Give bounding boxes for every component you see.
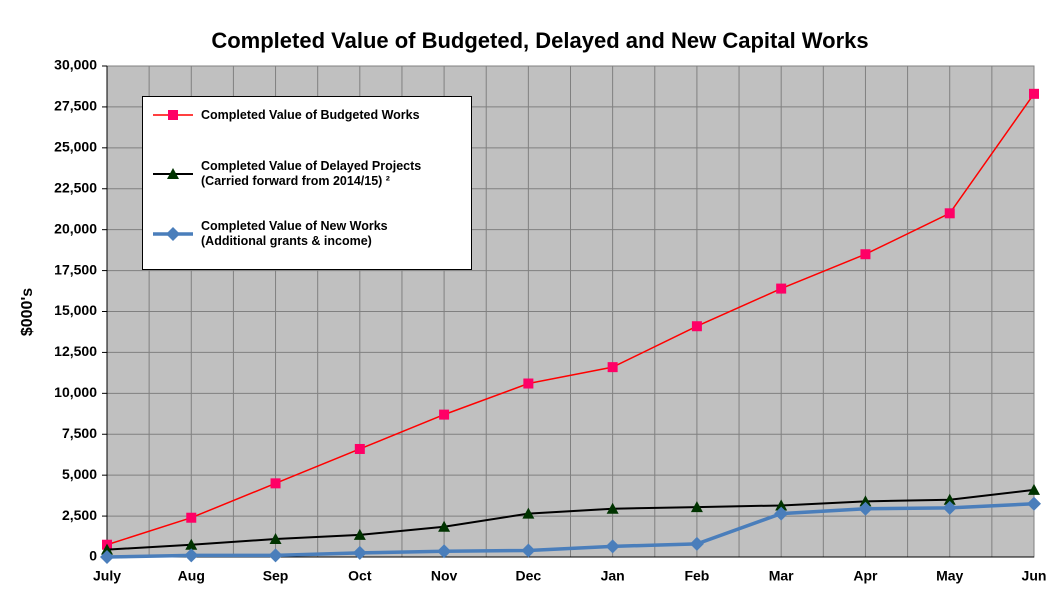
marker: [354, 443, 365, 454]
marker: [270, 478, 281, 489]
marker: [943, 493, 956, 505]
y-tick-label: 25,000: [54, 139, 97, 155]
marker: [101, 543, 113, 555]
y-tick-label: 17,500: [54, 261, 97, 277]
legend-label: Completed Value of Delayed Projects (Car…: [201, 159, 422, 188]
marker: [1027, 496, 1041, 511]
x-tick-label: Aug: [178, 568, 205, 584]
y-tick-label: 22,500: [54, 179, 97, 195]
legend-item: Completed Value of Delayed Projects (Car…: [151, 159, 421, 189]
marker: [1028, 483, 1040, 495]
series-line: [106, 488, 1035, 551]
marker: [944, 208, 955, 219]
marker: [167, 168, 179, 179]
marker: [184, 548, 199, 563]
legend-item: Completed Value of New Works (Additional…: [151, 219, 388, 249]
marker: [690, 501, 703, 513]
y-tick-label: 15,000: [54, 302, 97, 318]
marker: [689, 536, 704, 551]
marker: [352, 545, 367, 560]
legend-label: Completed Value of New Works (Additional…: [201, 219, 388, 248]
marker: [776, 283, 787, 294]
marker: [437, 544, 452, 559]
y-tick-label: 0: [89, 548, 97, 564]
marker: [942, 500, 957, 515]
x-tick-label: Dec: [516, 568, 542, 584]
x-tick-label: May: [936, 568, 963, 584]
y-tick-label: 2,500: [62, 507, 97, 523]
x-tick-label: Jun: [1022, 568, 1047, 584]
legend-swatch: [153, 168, 193, 179]
series-line: [106, 502, 1035, 559]
marker: [607, 362, 618, 373]
x-tick-label: Oct: [348, 568, 372, 584]
marker: [353, 528, 366, 540]
marker: [185, 538, 198, 550]
marker: [1029, 88, 1039, 99]
y-tick-label: 27,500: [54, 98, 97, 114]
legend: Completed Value of Budgeted Works Complet…: [142, 96, 472, 270]
marker: [775, 499, 788, 511]
y-tick-label: 12,500: [54, 343, 97, 359]
x-tick-label: Sep: [263, 568, 289, 584]
y-tick-label: 20,000: [54, 220, 97, 236]
marker: [606, 502, 619, 514]
x-tick-label: Mar: [769, 568, 794, 584]
y-tick-label: 30,000: [54, 57, 97, 73]
marker: [168, 110, 178, 120]
series-line: [106, 93, 1035, 546]
x-tick-label: July: [93, 568, 121, 584]
y-tick-label: 10,000: [54, 384, 97, 400]
marker: [268, 548, 283, 563]
chart-title: Completed Value of Budgeted, Delayed and…: [211, 28, 868, 53]
y-tick-label: 7,500: [62, 425, 97, 441]
marker: [858, 501, 873, 516]
marker: [859, 495, 872, 507]
marker: [521, 543, 536, 558]
x-tick-label: Jan: [601, 568, 625, 584]
legend-swatch: [153, 227, 193, 241]
marker: [860, 249, 871, 260]
marker: [523, 378, 534, 389]
marker: [269, 532, 282, 544]
marker: [522, 507, 535, 519]
legend-item: Completed Value of Budgeted Works: [151, 107, 420, 123]
marker: [439, 409, 450, 420]
marker: [774, 506, 789, 521]
legend-label: Completed Value of Budgeted Works: [201, 107, 420, 122]
marker: [166, 227, 180, 241]
legend-swatch: [153, 110, 193, 120]
marker: [100, 550, 114, 564]
marker: [186, 512, 197, 523]
x-tick-label: Feb: [684, 568, 709, 584]
marker: [691, 321, 702, 332]
y-tick-label: 5,000: [62, 466, 97, 482]
x-tick-label: Nov: [431, 568, 458, 584]
y-axis-label: $000's: [19, 288, 36, 336]
marker: [438, 520, 451, 532]
marker: [605, 539, 620, 554]
x-tick-label: Apr: [853, 568, 878, 584]
